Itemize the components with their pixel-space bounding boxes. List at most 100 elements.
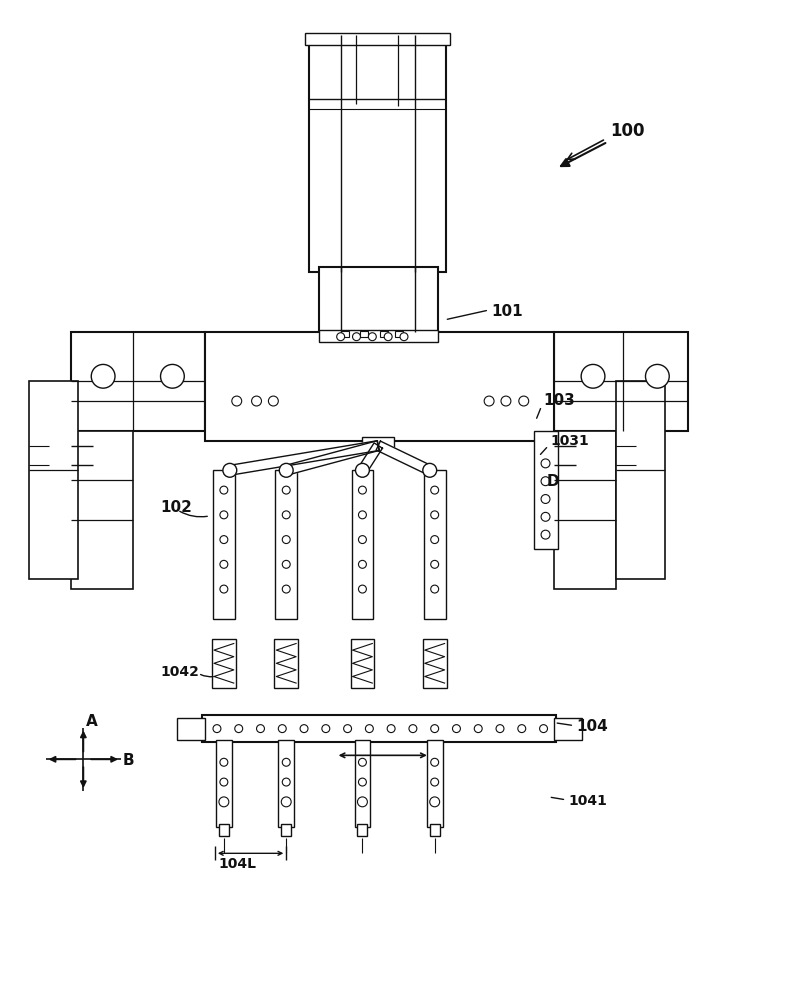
Circle shape	[431, 585, 439, 593]
Bar	[205, 332, 554, 441]
Text: A: A	[86, 714, 98, 729]
Circle shape	[359, 511, 366, 519]
Circle shape	[431, 758, 439, 766]
Circle shape	[220, 585, 228, 593]
Circle shape	[431, 778, 439, 786]
Circle shape	[356, 463, 369, 477]
Bar	[360, 331, 368, 337]
Circle shape	[251, 396, 262, 406]
Circle shape	[431, 486, 439, 494]
Circle shape	[220, 511, 228, 519]
Bar	[554, 718, 582, 740]
Circle shape	[646, 364, 669, 388]
Bar	[319, 330, 438, 342]
Bar	[71, 431, 133, 589]
Bar	[554, 431, 616, 589]
Circle shape	[337, 333, 345, 341]
Circle shape	[474, 725, 482, 733]
Circle shape	[431, 536, 439, 544]
Bar	[355, 740, 370, 827]
Circle shape	[359, 778, 366, 786]
Bar	[305, 33, 449, 45]
Circle shape	[385, 333, 392, 341]
Bar	[216, 740, 232, 827]
Circle shape	[282, 536, 290, 544]
Circle shape	[213, 725, 221, 733]
Text: 104: 104	[576, 719, 608, 734]
Text: 104L: 104L	[219, 857, 257, 871]
Circle shape	[161, 364, 184, 388]
Circle shape	[282, 486, 290, 494]
Circle shape	[431, 560, 439, 568]
Polygon shape	[285, 441, 380, 475]
Circle shape	[540, 725, 548, 733]
Circle shape	[280, 463, 293, 477]
Text: 100: 100	[610, 122, 644, 140]
Circle shape	[282, 778, 290, 786]
Circle shape	[359, 560, 366, 568]
Text: D: D	[546, 474, 559, 489]
Bar	[29, 381, 78, 579]
Polygon shape	[377, 441, 431, 475]
Bar	[276, 470, 297, 619]
Bar	[319, 267, 438, 332]
Circle shape	[452, 725, 461, 733]
Circle shape	[430, 797, 440, 807]
Bar	[341, 331, 348, 337]
Bar	[275, 639, 298, 688]
Circle shape	[220, 486, 228, 494]
Circle shape	[519, 396, 528, 406]
Bar	[219, 824, 229, 836]
Circle shape	[282, 758, 290, 766]
Circle shape	[423, 463, 436, 477]
Circle shape	[359, 585, 366, 593]
Circle shape	[223, 463, 237, 477]
Circle shape	[387, 725, 395, 733]
Text: 102: 102	[161, 500, 192, 515]
Circle shape	[365, 725, 373, 733]
Circle shape	[541, 477, 550, 486]
Bar	[278, 740, 294, 827]
Text: B: B	[123, 753, 135, 768]
Bar	[616, 381, 665, 579]
Text: 103: 103	[544, 393, 575, 408]
Bar	[533, 431, 558, 549]
Circle shape	[581, 364, 605, 388]
Bar	[351, 470, 373, 619]
Bar	[381, 331, 388, 337]
Circle shape	[431, 511, 439, 519]
Bar	[357, 824, 368, 836]
Circle shape	[91, 364, 115, 388]
Circle shape	[232, 396, 242, 406]
Circle shape	[220, 778, 228, 786]
Circle shape	[357, 797, 368, 807]
Circle shape	[282, 511, 290, 519]
Circle shape	[541, 512, 550, 521]
Bar	[309, 35, 445, 272]
Circle shape	[400, 333, 408, 341]
Bar	[71, 332, 205, 431]
Circle shape	[541, 495, 550, 503]
Bar	[363, 437, 394, 451]
Circle shape	[484, 396, 494, 406]
Circle shape	[359, 536, 366, 544]
Bar	[178, 718, 205, 740]
Bar	[202, 715, 557, 742]
Circle shape	[409, 725, 417, 733]
Circle shape	[541, 530, 550, 539]
Circle shape	[281, 797, 291, 807]
Circle shape	[496, 725, 504, 733]
Bar	[423, 639, 447, 688]
Circle shape	[220, 758, 228, 766]
Bar	[212, 639, 236, 688]
Bar	[423, 470, 445, 619]
Circle shape	[368, 333, 377, 341]
Circle shape	[220, 560, 228, 568]
Bar	[554, 332, 688, 431]
Circle shape	[268, 396, 278, 406]
Bar	[395, 331, 403, 337]
Circle shape	[256, 725, 264, 733]
Circle shape	[359, 758, 366, 766]
Circle shape	[220, 536, 228, 544]
Bar	[427, 740, 443, 827]
